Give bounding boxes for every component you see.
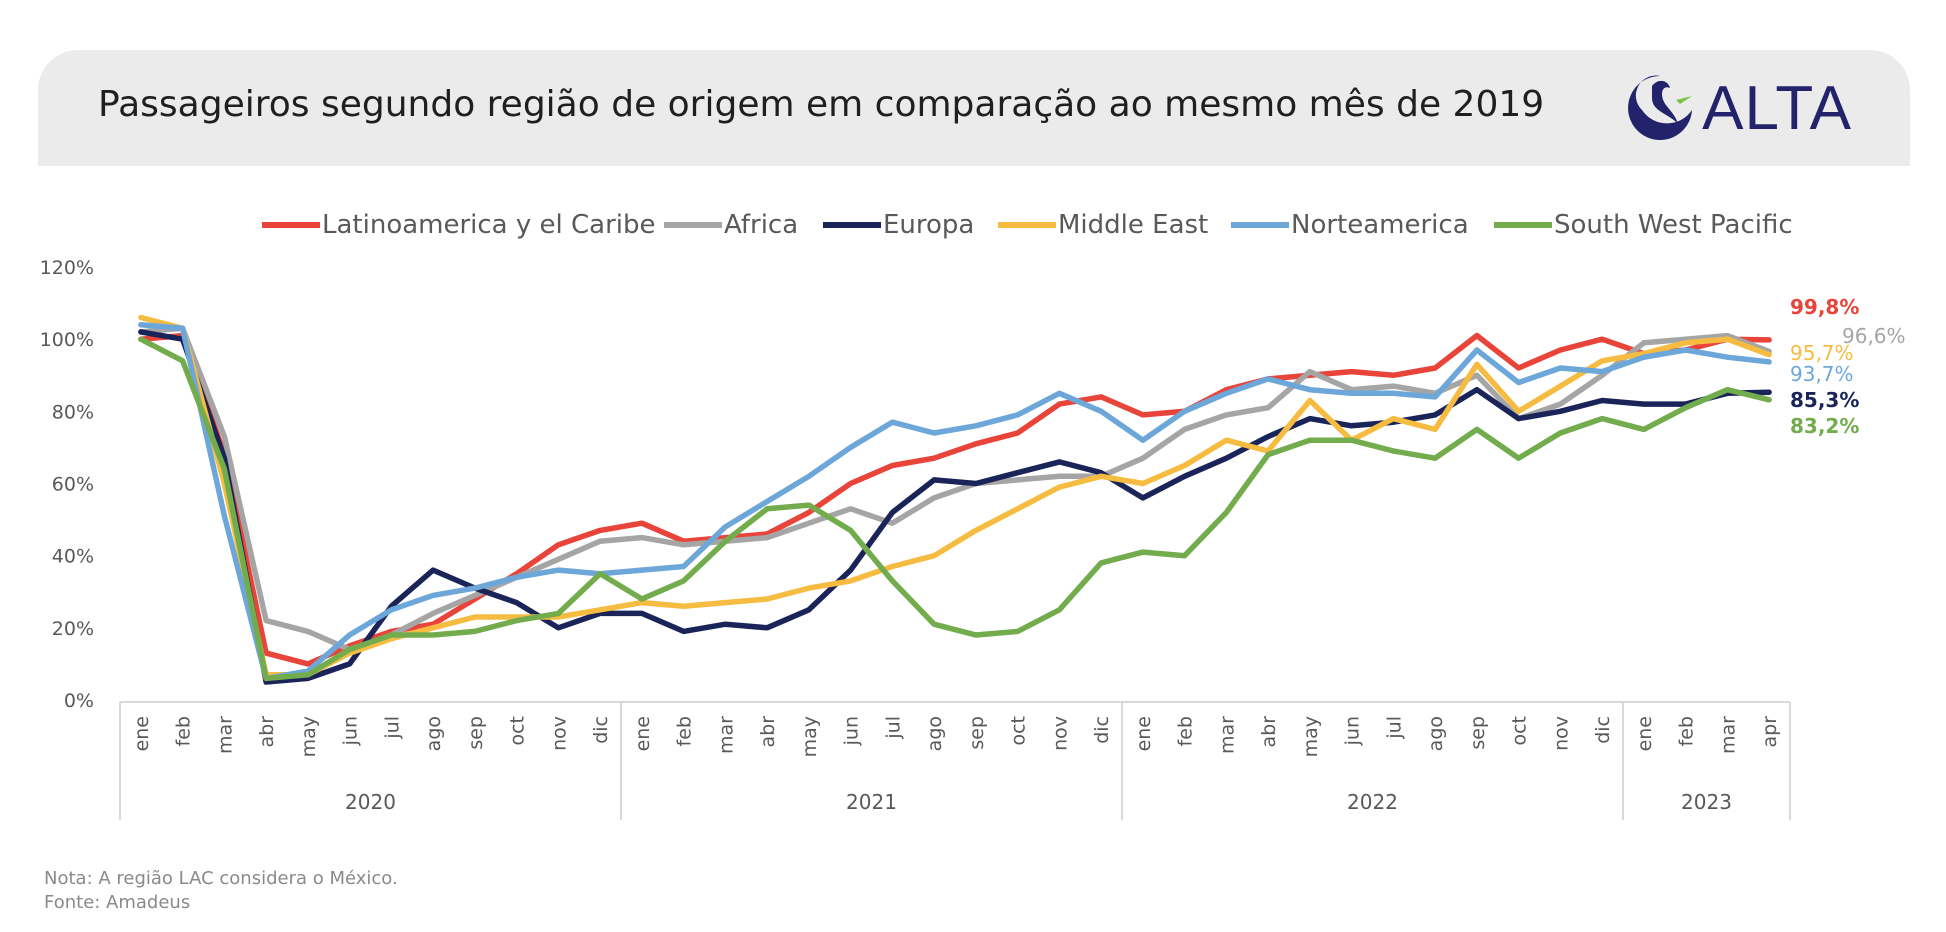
series-end-label: 96,6% (1842, 324, 1906, 348)
x-tick-label: ene (1133, 716, 1155, 751)
x-tick-label: dic (590, 716, 612, 744)
x-tick-label: jun (340, 716, 362, 746)
x-tick-label: feb (173, 716, 195, 746)
source-note: Fonte: Amadeus (44, 892, 191, 913)
x-tick-label: jun (841, 716, 863, 746)
x-tick-label: ene (632, 716, 654, 751)
x-tick-label: mar (715, 716, 737, 754)
x-tick-label: jul (381, 716, 403, 740)
logo-text: ALTA (1702, 73, 1852, 143)
x-tick-label: may (298, 716, 320, 757)
x-tick-label: mar (214, 716, 236, 754)
x-tick-label: ago (423, 716, 445, 751)
x-tick-label: nov (1550, 716, 1572, 751)
x-tick-label: jul (882, 716, 904, 740)
y-tick-label: 40% (52, 546, 94, 568)
x-tick-label: ene (131, 716, 153, 751)
x-tick-label: abr (256, 716, 278, 748)
series-end-label: 93,7% (1790, 362, 1854, 386)
x-tick-label: feb (674, 716, 696, 746)
x-tick-label: jul (1383, 716, 1405, 740)
x-tick-label: dic (1091, 716, 1113, 744)
year-label: 2022 (1347, 790, 1398, 814)
year-label: 2023 (1681, 790, 1732, 814)
series-end-label: 95,7% (1790, 341, 1854, 365)
footnote: Nota: A região LAC considera o México. (44, 868, 398, 889)
y-tick-label: 20% (52, 618, 94, 640)
alta-logo: ALTA (1622, 70, 1852, 146)
year-label: 2021 (846, 790, 897, 814)
x-tick-label: ene (1634, 716, 1656, 751)
y-tick-label: 120% (40, 257, 94, 279)
page-title: Passageiros segundo região de origem em … (98, 84, 1545, 125)
alta-logo-icon (1628, 75, 1693, 140)
series-line (138, 321, 1772, 682)
y-tick-label: 0% (64, 690, 94, 712)
series-end-label: 99,8% (1790, 295, 1859, 319)
passengers-line-chart: 0% 20% 40% 60% 80% 100% 120% 2020 2021 2022 2023 en… (40, 210, 1906, 820)
x-tick-label: oct (1509, 716, 1531, 746)
legend-label: Europa (883, 210, 974, 240)
x-tick-label: nov (548, 716, 570, 751)
series-end-label: 85,3% (1790, 388, 1859, 412)
legend-label: Middle East (1058, 210, 1208, 240)
legend-label: Norteamerica (1291, 210, 1469, 240)
x-tick-label: sep (966, 716, 988, 750)
x-tick-label: mar (1717, 716, 1739, 754)
y-tick-label: 80% (52, 401, 94, 423)
x-tick-label: mar (1216, 716, 1238, 754)
x-tick-label: abr (1258, 716, 1280, 748)
x-tick-label: jun (1342, 716, 1364, 746)
legend-label: Latinoamerica y el Caribe (322, 210, 656, 240)
y-tick-label: 100% (40, 329, 94, 351)
series-end-label: 83,2% (1790, 414, 1859, 438)
series-line (138, 332, 1772, 667)
x-tick-label: ago (1425, 716, 1447, 751)
y-tick-label: 60% (52, 474, 94, 496)
x-tick-label: ago (924, 716, 946, 751)
series-line (138, 325, 1772, 653)
x-tick-label: sep (1467, 716, 1489, 750)
series-line (138, 336, 1772, 682)
header-banner: Passageiros segundo região de origem em … (38, 50, 1910, 166)
x-tick-label: may (799, 716, 821, 757)
x-tick-label: may (1300, 716, 1322, 757)
x-tick-label: sep (465, 716, 487, 750)
x-tick-label: apr (1759, 716, 1781, 748)
x-tick-label: feb (1676, 716, 1698, 746)
x-tick-label: dic (1592, 716, 1614, 744)
x-tick-label: feb (1175, 716, 1197, 746)
legend-label: Africa (724, 210, 798, 240)
x-tick-label: abr (757, 716, 779, 748)
series-line (138, 314, 1772, 678)
legend-label: South West Pacific (1554, 210, 1793, 240)
x-tick-label: nov (1049, 716, 1071, 751)
series-line (138, 329, 1772, 685)
x-tick-label: oct (507, 716, 529, 746)
x-tick-label: oct (1008, 716, 1030, 746)
year-label: 2020 (345, 790, 396, 814)
